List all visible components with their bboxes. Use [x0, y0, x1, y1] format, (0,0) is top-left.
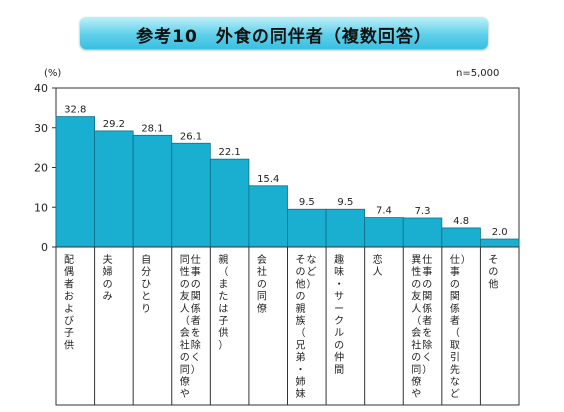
bar: [132, 134, 173, 248]
bar: [364, 217, 404, 248]
bar-value-label: 4.8: [453, 216, 469, 227]
y-tick-label: 30: [34, 122, 48, 135]
bar-value-label: 7.4: [376, 206, 392, 217]
svg-text:夫婦のみ: 夫婦のみ: [103, 254, 113, 303]
bar-value-label: 7.3: [415, 206, 431, 217]
bar-value-label: 9.5: [299, 197, 315, 208]
category-label: その他: [488, 254, 498, 290]
category-label: 仕事の関係者（取引先など）: [450, 253, 471, 400]
svg-text:同性の友人（会社の同僚や: 同性の友人（会社の同僚や: [180, 254, 190, 400]
bar-value-label: 15.4: [257, 174, 279, 185]
svg-text:仕事の関係者（取引先など: 仕事の関係者（取引先など: [450, 253, 460, 400]
svg-text:異性の友人（会社の同僚や: 異性の友人（会社の同僚や: [411, 254, 421, 400]
svg-text:会社の同僚: 会社の同僚: [257, 253, 267, 315]
bar-value-label: 29.2: [103, 119, 125, 130]
bar: [325, 208, 366, 248]
bar: [402, 217, 443, 248]
category-label: 自分ひとり: [141, 253, 151, 315]
bar: [209, 158, 250, 248]
chart-title-banner: 参考10 外食の同伴者（複数回答）: [80, 17, 488, 49]
bar: [171, 142, 211, 248]
bar-value-label: 32.8: [64, 105, 86, 116]
bar: [55, 116, 95, 248]
y-axis-unit: (%): [44, 68, 62, 79]
bar: [287, 208, 327, 248]
y-tick-label: 40: [34, 82, 48, 95]
svg-text:その他: その他: [488, 254, 498, 290]
svg-text:など）: など）: [307, 254, 317, 290]
svg-text:恋人: 恋人: [373, 253, 383, 278]
category-label: 親（または子供）: [218, 253, 228, 351]
svg-text:その他の親族（兄弟・姉妹: その他の親族（兄弟・姉妹: [296, 254, 306, 400]
bar-value-label: 9.5: [337, 197, 353, 208]
bar: [94, 130, 134, 248]
bar: [480, 238, 520, 248]
svg-text:自分ひとり: 自分ひとり: [141, 253, 151, 315]
category-label: 配偶者および子供: [64, 254, 74, 351]
bar-value-label: 28.1: [141, 123, 163, 134]
bar-value-label: 22.1: [218, 147, 240, 158]
category-label: 夫婦のみ: [103, 254, 113, 303]
category-label: 趣味・サークルの仲間: [334, 253, 344, 376]
y-tick-label: 20: [34, 162, 48, 175]
bar-value-label: 26.1: [180, 131, 202, 142]
bar: [248, 185, 288, 248]
bar-value-label: 2.0: [492, 227, 508, 238]
category-label: 会社の同僚: [257, 253, 267, 315]
svg-text:仕事の関係者を除く）: 仕事の関係者を除く）: [191, 253, 201, 376]
svg-text:趣味・サークルの仲間: 趣味・サークルの仲間: [334, 253, 344, 376]
svg-text:親（または子供）: 親（または子供）: [218, 253, 228, 351]
chart-title: 参考10 外食の同伴者（複数回答）: [136, 27, 432, 47]
category-label: 恋人: [373, 253, 383, 278]
y-tick-label: 0: [41, 241, 48, 254]
svg-text:）: ）: [461, 254, 471, 266]
svg-text:仕事の関係者を除く）: 仕事の関係者を除く）: [422, 253, 432, 376]
y-tick-label: 10: [34, 201, 48, 214]
svg-text:配偶者および子供: 配偶者および子供: [64, 254, 74, 351]
sample-size-note: n=5,000: [456, 68, 500, 79]
bar: [441, 227, 481, 248]
